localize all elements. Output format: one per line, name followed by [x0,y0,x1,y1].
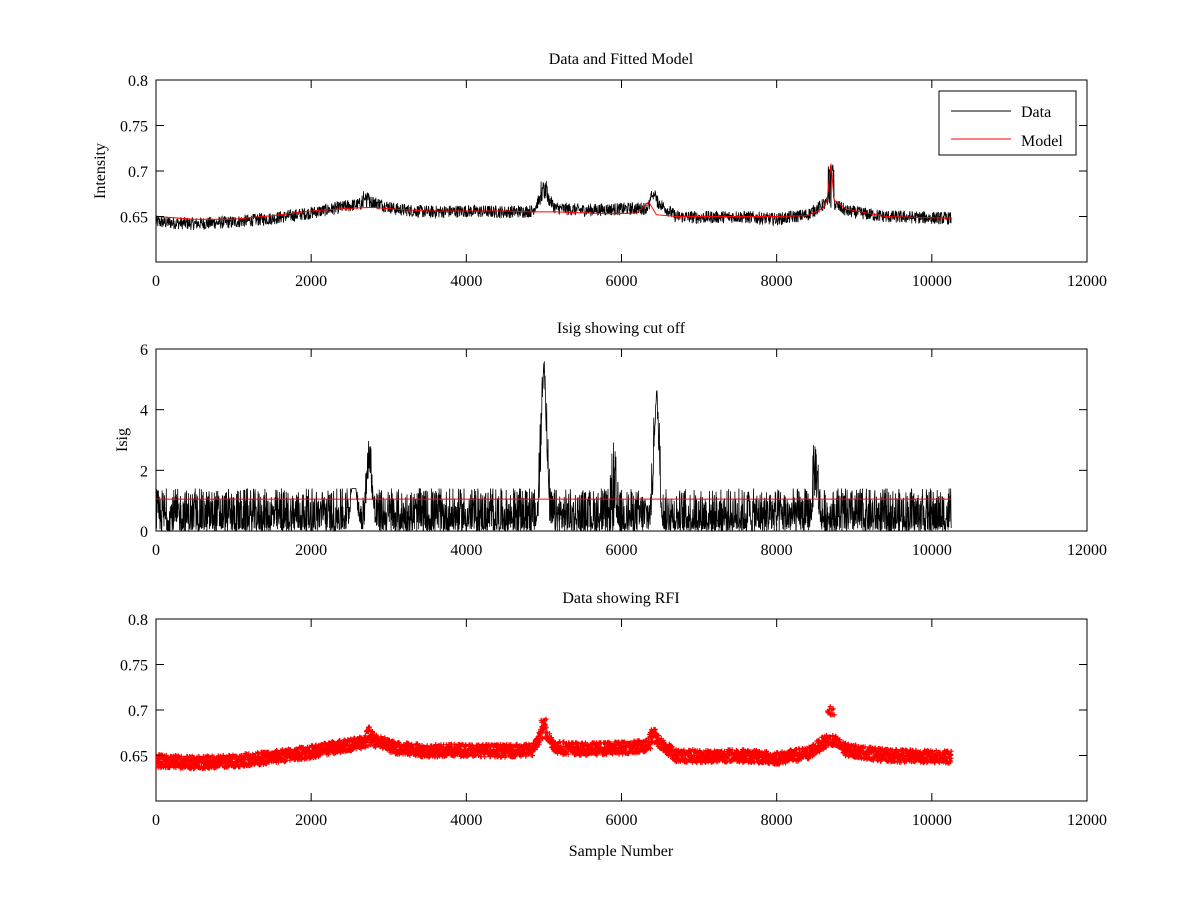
x-tick-label: 6000 [606,812,638,829]
x-tick-label: 0 [152,812,160,829]
series-line-model [156,163,952,220]
x-tick-label: 12000 [1067,542,1107,559]
legend-box [938,90,1077,156]
legend-label-model: Model [1021,133,1063,150]
panel-isig-cut-off: 0 2000 4000 6000 8000 10000 12000 0 2 4 6 Isig sh… [114,320,1107,559]
y-tick-label: 4 [140,403,148,420]
panel-3-x-axis: 0 2000 4000 6000 8000 10000 12000 [152,619,1107,829]
panel-2-x-axis: 0 2000 4000 6000 8000 10000 12000 [152,349,1107,559]
x-tick-label: 2000 [295,542,327,559]
x-tick-label: 6000 [606,273,638,290]
x-tick-label: 0 [152,542,160,559]
panel-3-plot-area [156,704,954,772]
panel-2-y-axis: 0 2 4 6 [140,342,1087,541]
series-markers-rfi [156,704,954,772]
y-tick-label: 0.8 [128,73,148,90]
panel-3-axes-box [155,618,1088,802]
panel-1-axes-box [155,79,1088,263]
panel-3-x-label: Sample Number [569,843,674,860]
x-tick-label: 6000 [606,542,638,559]
y-tick-label: 0.75 [120,119,148,136]
x-tick-label: 12000 [1067,273,1107,290]
x-tick-label: 8000 [761,812,793,829]
panel-1-y-label: Intensity [92,143,109,199]
y-tick-label: 0.7 [128,703,148,720]
panel-data-rfi: 0 2000 4000 6000 8000 10000 12000 0.650.70.750… [120,590,1107,860]
panel-3-title: Data showing RFI [562,590,679,607]
y-tick-label: 0.75 [120,658,148,675]
x-tick-label: 10000 [912,542,952,559]
x-tick-label: 8000 [761,273,793,290]
x-tick-label: 0 [152,273,160,290]
x-tick-label: 4000 [450,542,482,559]
panel-1-y-axis: 0.65 0.7 0.75 0.8 [120,73,1087,227]
panel-3-y-axis: 0.65 0.7 0.75 0.8 [120,612,1087,766]
x-tick-label: 8000 [761,542,793,559]
series-line-isig [156,361,952,531]
panel-data-fitted-model: 0 2000 4000 6000 8000 10000 12000 0.650.70.750… [92,51,1107,290]
y-tick-label: 0.8 [128,612,148,629]
x-tick-label: 10000 [912,812,952,829]
y-tick-label: 0 [140,524,148,541]
y-tick-label: 0.7 [128,164,148,181]
panel-2-title: Isig showing cut off [557,320,686,337]
x-tick-label: 4000 [450,812,482,829]
y-tick-label: 0.65 [120,749,148,766]
panel-1-title: Data and Fitted Model [549,51,694,68]
y-tick-label: 0.65 [120,210,148,227]
y-tick-label: 6 [140,342,148,359]
x-tick-label: 2000 [295,812,327,829]
panel-2-plot-area [156,361,952,531]
x-tick-label: 2000 [295,273,327,290]
legend: Data Model [938,90,1077,156]
rfi-marker-set [156,704,954,772]
x-tick-label: 10000 [912,273,952,290]
panel-1-plot-area [156,163,952,231]
y-tick-label: 2 [140,463,148,480]
panel-1-x-axis: 0 2000 4000 6000 8000 10000 12000 [152,80,1107,290]
x-tick-label: 4000 [450,273,482,290]
x-tick-label: 12000 [1067,812,1107,829]
panel-2-y-label: Isig [114,428,131,452]
legend-label-data: Data [1021,104,1051,121]
